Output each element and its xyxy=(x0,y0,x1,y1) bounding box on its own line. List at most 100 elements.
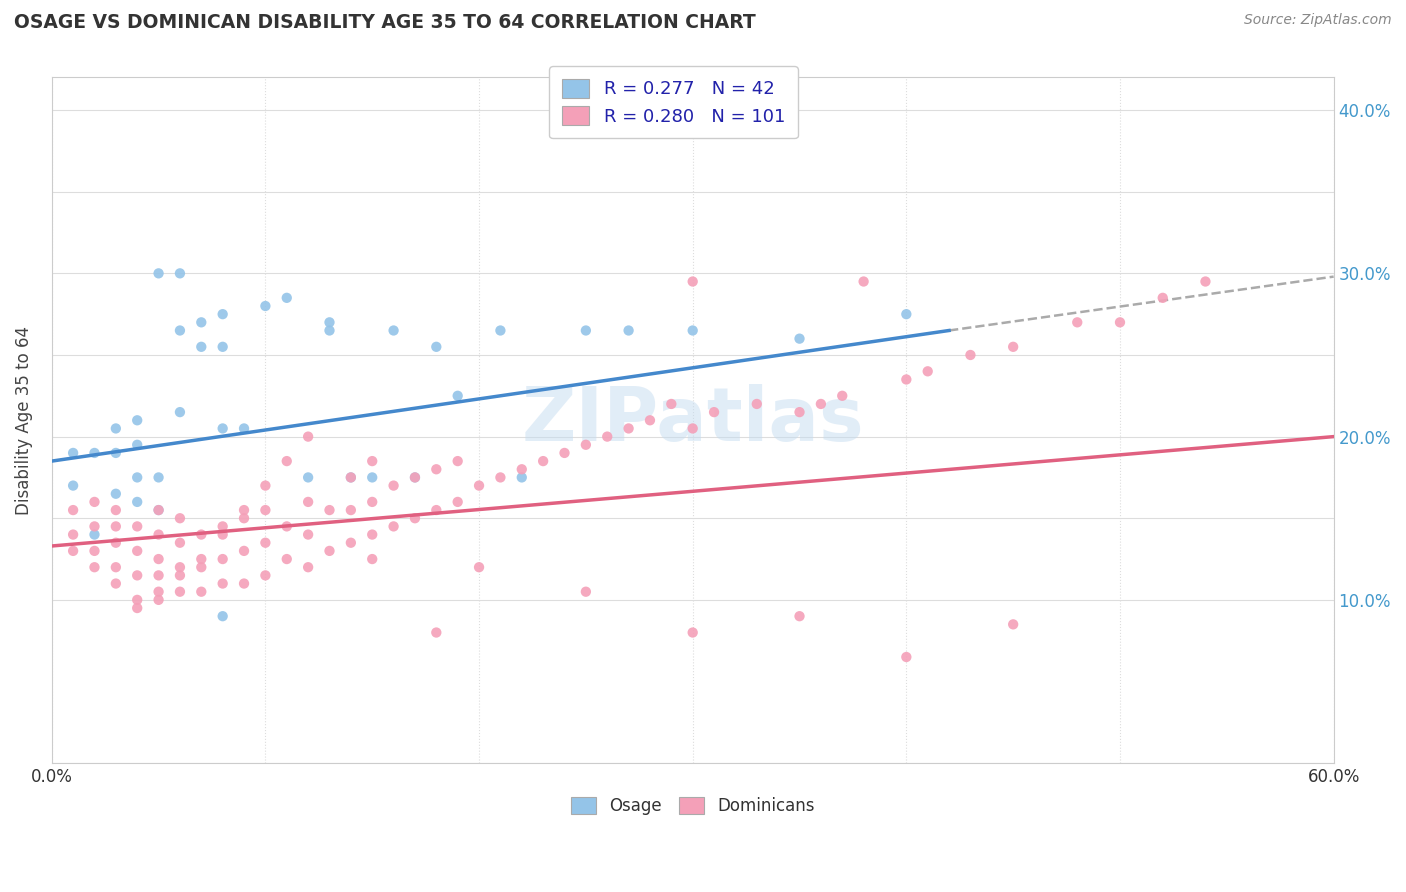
Point xyxy=(489,324,512,338)
Point xyxy=(148,592,170,607)
Point xyxy=(254,299,277,313)
Point xyxy=(83,544,105,558)
Point xyxy=(233,511,256,525)
Point xyxy=(276,519,298,533)
Point xyxy=(211,421,233,435)
Point xyxy=(104,503,127,517)
Point xyxy=(127,601,149,615)
Point xyxy=(211,340,233,354)
Point xyxy=(682,421,704,435)
Point xyxy=(682,275,704,289)
Point xyxy=(211,576,233,591)
Point xyxy=(1002,617,1025,632)
Point xyxy=(297,470,319,484)
Point xyxy=(211,527,233,541)
Point xyxy=(745,397,768,411)
Point xyxy=(404,511,426,525)
Point xyxy=(254,478,277,492)
Point xyxy=(340,470,363,484)
Point xyxy=(148,503,170,517)
Point xyxy=(575,584,598,599)
Point xyxy=(404,470,426,484)
Point xyxy=(382,478,405,492)
Point xyxy=(148,527,170,541)
Point xyxy=(127,544,149,558)
Point xyxy=(233,576,256,591)
Point xyxy=(318,324,340,338)
Point xyxy=(447,495,470,509)
Point xyxy=(169,535,191,549)
Point xyxy=(361,495,384,509)
Point xyxy=(297,429,319,443)
Point xyxy=(190,552,212,566)
Point xyxy=(789,332,811,346)
Point xyxy=(127,568,149,582)
Point xyxy=(233,544,256,558)
Point xyxy=(318,315,340,329)
Text: OSAGE VS DOMINICAN DISABILITY AGE 35 TO 64 CORRELATION CHART: OSAGE VS DOMINICAN DISABILITY AGE 35 TO … xyxy=(14,13,756,32)
Point xyxy=(575,324,598,338)
Point xyxy=(169,584,191,599)
Point xyxy=(917,364,939,378)
Point xyxy=(468,478,491,492)
Point xyxy=(169,560,191,574)
Point xyxy=(148,584,170,599)
Point xyxy=(104,535,127,549)
Point xyxy=(104,446,127,460)
Point xyxy=(83,527,105,541)
Point xyxy=(127,592,149,607)
Point xyxy=(127,470,149,484)
Point xyxy=(297,527,319,541)
Point xyxy=(468,560,491,574)
Point xyxy=(276,291,298,305)
Point xyxy=(382,324,405,338)
Point xyxy=(361,470,384,484)
Point xyxy=(789,609,811,624)
Point xyxy=(425,462,447,476)
Point xyxy=(553,446,575,460)
Point xyxy=(233,503,256,517)
Point xyxy=(148,503,170,517)
Point xyxy=(659,397,682,411)
Text: ZIPatlas: ZIPatlas xyxy=(522,384,865,457)
Point xyxy=(361,454,384,468)
Point xyxy=(340,535,363,549)
Point xyxy=(211,552,233,566)
Point xyxy=(211,519,233,533)
Point xyxy=(447,454,470,468)
Point xyxy=(104,519,127,533)
Point xyxy=(104,421,127,435)
Point xyxy=(83,495,105,509)
Point xyxy=(148,266,170,280)
Point xyxy=(190,315,212,329)
Point xyxy=(638,413,661,427)
Text: Source: ZipAtlas.com: Source: ZipAtlas.com xyxy=(1244,13,1392,28)
Point xyxy=(127,413,149,427)
Point xyxy=(83,560,105,574)
Point xyxy=(896,650,918,665)
Point xyxy=(169,405,191,419)
Point xyxy=(340,470,363,484)
Point xyxy=(190,527,212,541)
Point xyxy=(531,454,554,468)
Point xyxy=(361,552,384,566)
Point xyxy=(703,405,725,419)
Point xyxy=(425,340,447,354)
Point xyxy=(104,560,127,574)
Point xyxy=(190,340,212,354)
Point xyxy=(254,535,277,549)
Point xyxy=(254,503,277,517)
Point xyxy=(575,438,598,452)
Point xyxy=(211,609,233,624)
Point xyxy=(127,438,149,452)
Point xyxy=(148,568,170,582)
Point xyxy=(959,348,981,362)
Point xyxy=(382,519,405,533)
Point xyxy=(340,503,363,517)
Point xyxy=(127,495,149,509)
Point xyxy=(190,584,212,599)
Point xyxy=(896,372,918,386)
Point xyxy=(896,307,918,321)
Point xyxy=(425,503,447,517)
Point xyxy=(1194,275,1216,289)
